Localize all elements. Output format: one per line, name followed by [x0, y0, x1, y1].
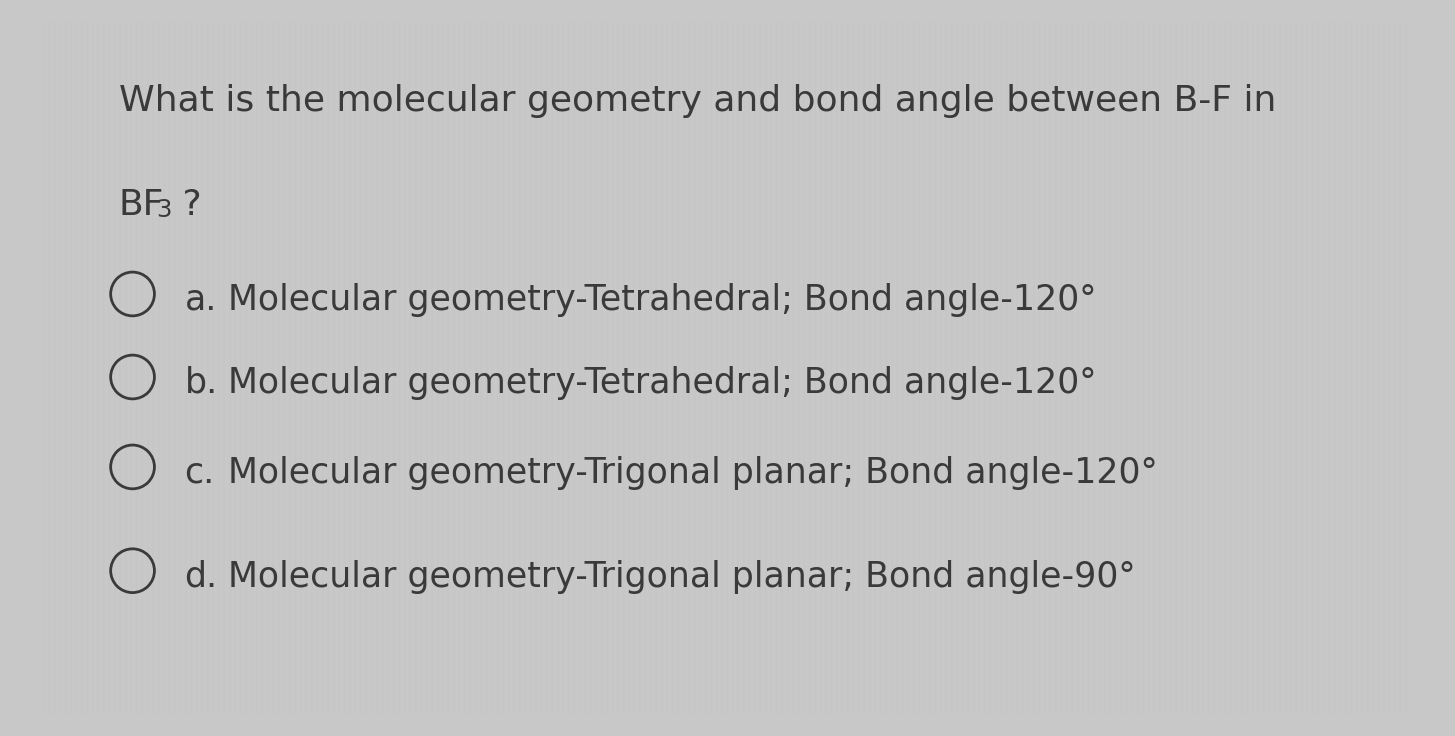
Text: Molecular geometry-Tetrahedral; Bond angle-120°: Molecular geometry-Tetrahedral; Bond ang… — [228, 366, 1097, 400]
Text: 3: 3 — [156, 199, 172, 222]
Text: b.: b. — [185, 366, 218, 400]
Text: Molecular geometry-Tetrahedral; Bond angle-120°: Molecular geometry-Tetrahedral; Bond ang… — [228, 283, 1097, 317]
Text: Molecular geometry-Trigonal planar; Bond angle-120°: Molecular geometry-Trigonal planar; Bond… — [228, 456, 1158, 490]
Text: d.: d. — [185, 559, 218, 594]
Text: BF: BF — [119, 188, 164, 222]
Text: ?: ? — [170, 188, 201, 222]
Text: What is the molecular geometry and bond angle between B-F in: What is the molecular geometry and bond … — [119, 85, 1276, 118]
Text: a.: a. — [185, 283, 217, 317]
Text: c.: c. — [185, 456, 215, 490]
Text: Molecular geometry-Trigonal planar; Bond angle-90°: Molecular geometry-Trigonal planar; Bond… — [228, 559, 1136, 594]
